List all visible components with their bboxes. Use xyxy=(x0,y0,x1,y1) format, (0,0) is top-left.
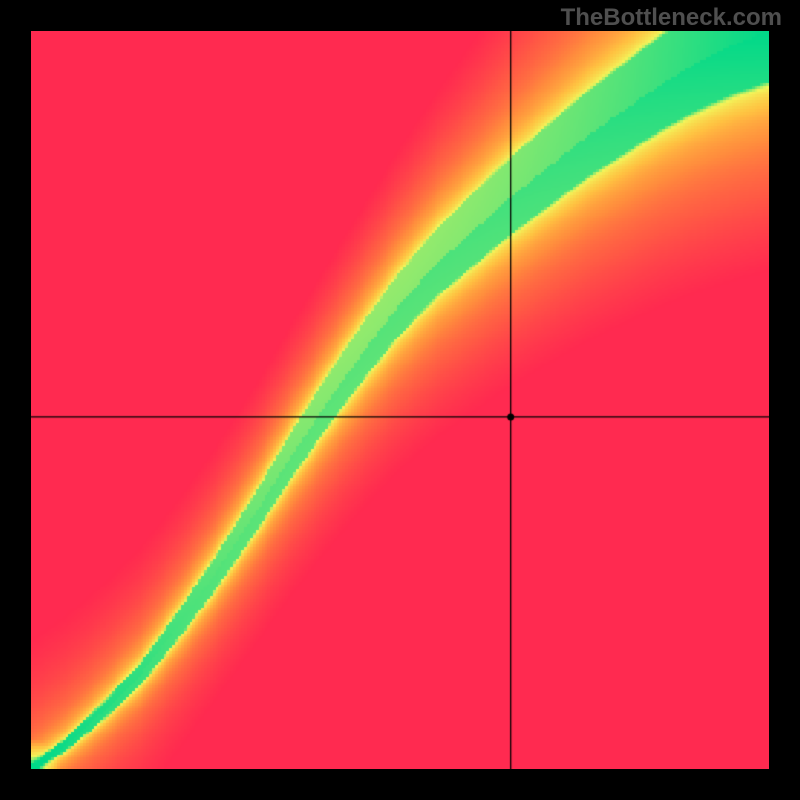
bottleneck-heatmap xyxy=(31,31,769,769)
figure-container: { "figure": { "type": "heatmap", "canvas… xyxy=(0,0,800,800)
watermark-text: TheBottleneck.com xyxy=(561,4,782,32)
